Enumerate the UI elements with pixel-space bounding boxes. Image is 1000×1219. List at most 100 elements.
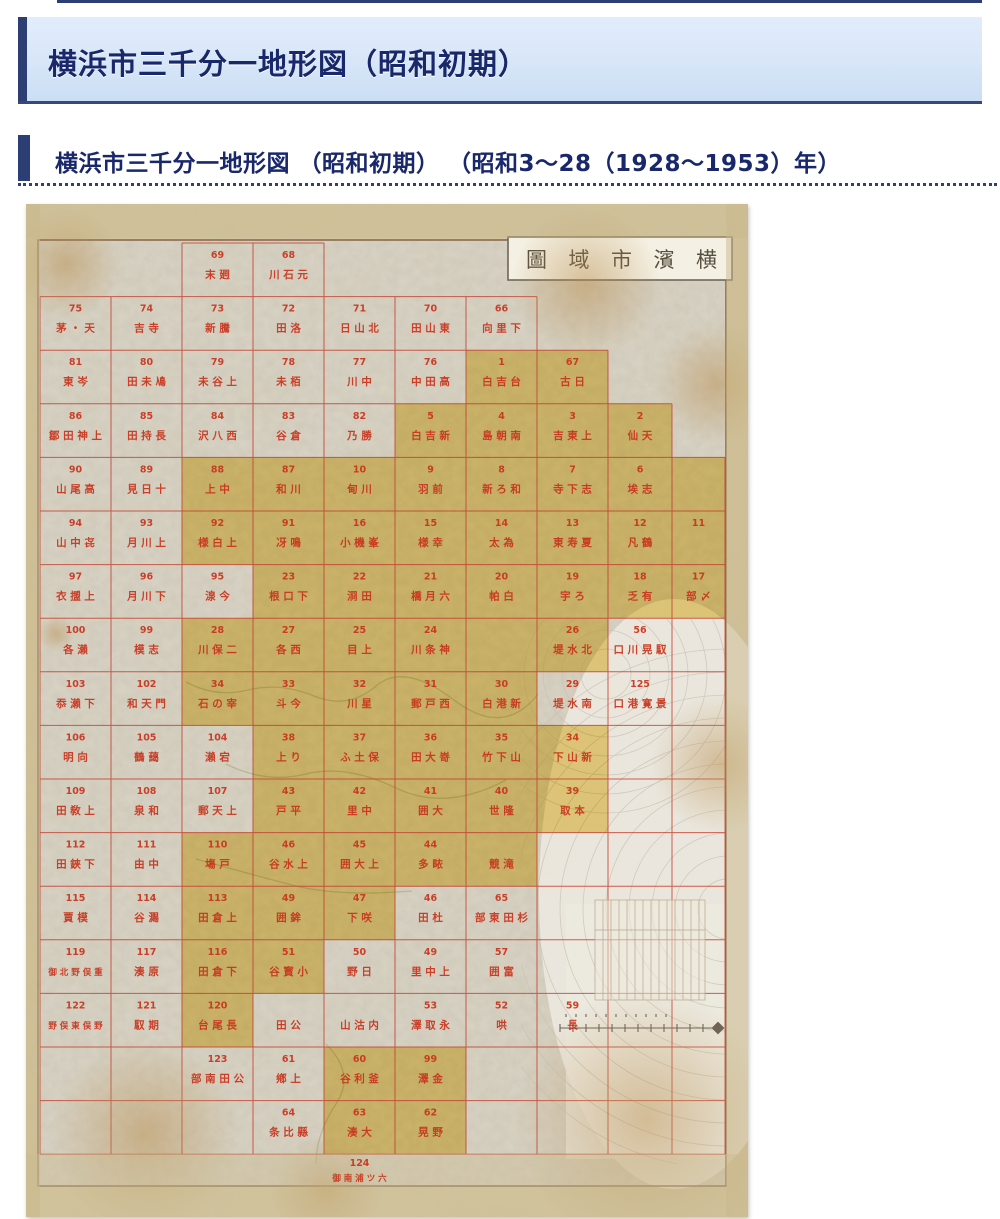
svg-text:東 寿 夏: 東 寿 夏 — [553, 536, 592, 549]
svg-text:未 谷 上: 未 谷 上 — [197, 375, 237, 388]
svg-text:囲 富: 囲 富 — [489, 965, 514, 978]
svg-text:寺 下 志: 寺 下 志 — [553, 482, 592, 495]
svg-text:21: 21 — [424, 572, 437, 583]
svg-text:28: 28 — [211, 625, 225, 636]
svg-text:112: 112 — [66, 840, 86, 851]
section-header: 横浜市三千分一地形図 （昭和初期） （昭和3～28（1928～1953）年） — [18, 134, 997, 186]
svg-text:条 比 縣: 条 比 縣 — [268, 1126, 308, 1139]
svg-text:仙 天: 仙 天 — [628, 429, 653, 442]
svg-text:冴 鳴: 冴 鳴 — [276, 536, 301, 549]
svg-text:44: 44 — [424, 840, 438, 851]
svg-text:羽 前: 羽 前 — [418, 482, 443, 495]
svg-text:89: 89 — [140, 464, 153, 475]
svg-text:古 日: 古 日 — [560, 375, 585, 388]
svg-text:中 田 高: 中 田 高 — [411, 375, 450, 388]
svg-text:囲 鉾: 囲 鉾 — [276, 911, 301, 924]
svg-text:口 川 晃 馭: 口 川 晃 馭 — [614, 644, 667, 656]
svg-text:49: 49 — [282, 893, 295, 904]
svg-text:田 倉 下: 田 倉 下 — [198, 965, 237, 978]
svg-text:里 中: 里 中 — [347, 804, 372, 817]
svg-text:53: 53 — [424, 1000, 437, 1011]
svg-text:囲 大: 囲 大 — [418, 804, 443, 817]
svg-text:63: 63 — [353, 1108, 366, 1119]
svg-text:37: 37 — [353, 732, 366, 743]
svg-text:野 日: 野 日 — [347, 966, 372, 978]
svg-text:下 山 新: 下 山 新 — [553, 750, 592, 763]
svg-text:10: 10 — [353, 464, 367, 475]
svg-text:88: 88 — [211, 464, 225, 475]
svg-text:石 の 宰: 石 の 宰 — [197, 697, 237, 710]
svg-text:109: 109 — [66, 786, 86, 797]
svg-text:帕 白: 帕 白 — [489, 590, 514, 603]
svg-text:64: 64 — [282, 1108, 296, 1119]
svg-text:御 南 浦 ツ 六: 御 南 浦 ツ 六 — [331, 1173, 387, 1184]
svg-text:17: 17 — [692, 572, 705, 583]
svg-text:各 西: 各 西 — [275, 643, 301, 656]
svg-text:白 吉 新: 白 吉 新 — [411, 429, 450, 442]
svg-text:99: 99 — [140, 625, 153, 636]
svg-text:117: 117 — [137, 947, 157, 958]
svg-text:29: 29 — [566, 679, 579, 690]
svg-text:66: 66 — [495, 304, 509, 315]
svg-text:102: 102 — [137, 679, 157, 690]
svg-text:新 騰: 新 騰 — [205, 322, 230, 335]
svg-text:92: 92 — [211, 518, 224, 529]
svg-text:谷 利 釜: 谷 利 釜 — [340, 1072, 379, 1085]
svg-text:田 公: 田 公 — [276, 1019, 301, 1031]
svg-text:谷 水 上: 谷 水 上 — [269, 858, 308, 871]
svg-text:様 白 上: 様 白 上 — [198, 536, 237, 549]
svg-text:泉 和: 泉 和 — [133, 804, 159, 817]
legend-table — [594, 899, 706, 1001]
paper-stains — [26, 204, 748, 1217]
svg-text:40: 40 — [495, 786, 509, 797]
svg-text:谷 倉: 谷 倉 — [276, 429, 301, 442]
svg-text:部 東 田 杉: 部 東 田 杉 — [475, 911, 528, 924]
svg-text:62: 62 — [424, 1108, 437, 1119]
svg-text:18: 18 — [633, 572, 647, 583]
svg-text:11: 11 — [692, 518, 705, 529]
svg-text:43: 43 — [282, 786, 295, 797]
svg-text:114: 114 — [137, 893, 157, 904]
svg-text:15: 15 — [424, 518, 437, 529]
svg-text:末 𢌞: 末 𢌞 — [205, 268, 230, 281]
svg-text:107: 107 — [208, 786, 228, 797]
svg-text:上 り: 上 り — [276, 750, 301, 763]
svg-text:16: 16 — [353, 518, 367, 529]
svg-text:月 川 下: 月 川 下 — [126, 591, 166, 603]
svg-text:50: 50 — [353, 947, 367, 958]
svg-text:競 滝: 競 滝 — [489, 858, 514, 871]
svg-text:口 港 寛 景: 口 港 寛 景 — [614, 697, 667, 710]
svg-text:111: 111 — [137, 840, 157, 851]
svg-text:99: 99 — [424, 1054, 437, 1065]
svg-text:31: 31 — [424, 679, 437, 690]
svg-text:91: 91 — [282, 518, 295, 529]
svg-text:御 北 野 俣 重: 御 北 野 俣 重 — [47, 967, 103, 978]
svg-text:田 大 嵜: 田 大 嵜 — [411, 750, 450, 763]
svg-text:25: 25 — [353, 625, 366, 636]
svg-text:34: 34 — [211, 679, 225, 690]
svg-text:宇 ろ: 宇 ろ — [560, 590, 585, 603]
subheader-accent-bar — [18, 135, 30, 181]
svg-text:山 中 㐂: 山 中 㐂 — [56, 536, 95, 549]
svg-text:103: 103 — [66, 679, 86, 690]
svg-text:77: 77 — [353, 357, 366, 368]
svg-text:23: 23 — [282, 572, 295, 583]
svg-text:120: 120 — [208, 1000, 228, 1011]
svg-text:湶 今: 湶 今 — [205, 590, 230, 603]
svg-text:100: 100 — [66, 625, 86, 636]
svg-text:73: 73 — [211, 304, 224, 315]
svg-text:新 ろ 和: 新 ろ 和 — [482, 482, 521, 495]
svg-text:白 吉 台: 白 吉 台 — [482, 375, 521, 388]
svg-text:71: 71 — [353, 304, 366, 315]
svg-text:明 向: 明 向 — [63, 750, 88, 763]
svg-text:忝 瀨 下: 忝 瀨 下 — [55, 697, 95, 710]
svg-text:124: 124 — [350, 1158, 370, 1169]
svg-text:26: 26 — [566, 625, 580, 636]
svg-text:96: 96 — [140, 572, 154, 583]
svg-text:12: 12 — [633, 518, 646, 529]
svg-text:哄: 哄 — [496, 1018, 507, 1031]
svg-text:69: 69 — [211, 250, 224, 261]
svg-text:20: 20 — [495, 572, 509, 583]
